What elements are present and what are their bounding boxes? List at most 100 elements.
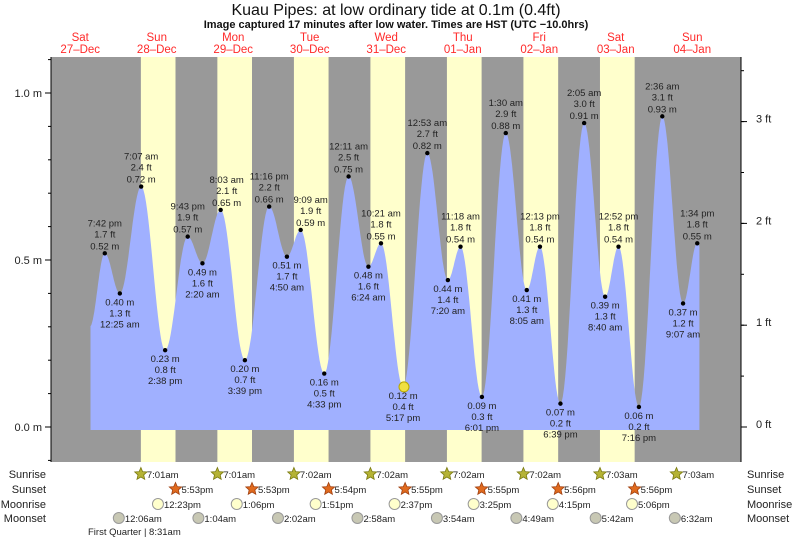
left-tick-label: 0.5 m: [14, 255, 42, 267]
low-tide-m-label: 0.37 m: [669, 307, 698, 318]
high-tide-point: [346, 174, 351, 179]
moonrise-row-label-right: Moonrise: [747, 499, 792, 511]
day-name: Tue: [300, 32, 319, 44]
sunset-icon: [244, 481, 260, 496]
low-tide-point: [602, 294, 608, 299]
moonrise-time: 1:06pm: [243, 500, 275, 511]
high-tide-ft-label: 1.9 ft: [300, 206, 321, 217]
low-tide-m-label: 0.20 m: [230, 364, 259, 375]
day-date: 03–Jan: [597, 44, 635, 56]
high-tide-point: [138, 184, 144, 189]
high-tide-m-label: 0.59 m: [296, 218, 325, 229]
low-tide-m-label: 0.51 m: [272, 261, 301, 272]
day-name: Sun: [147, 32, 167, 44]
moonset-icon: [510, 512, 523, 524]
high-tide-m-label: 0.55 m: [683, 231, 712, 242]
high-tide-m-label: 0.52 m: [90, 241, 119, 252]
high-tide-ft-label: 2.7 ft: [417, 129, 438, 140]
right-tick-label: 1 ft: [756, 317, 771, 329]
high-tide-time-label: 2:05 am: [567, 88, 601, 99]
day-date: 28–Dec: [137, 44, 177, 56]
sunset-time: 5:53pm: [258, 485, 290, 496]
day-name: Sun: [682, 32, 702, 44]
moonrise-time: 2:37pm: [401, 500, 433, 511]
low-tide-ft-label: 0.5 ft: [314, 389, 335, 400]
moonrise-icon: [388, 498, 401, 510]
low-tide-time-label: 4:33 pm: [307, 400, 341, 411]
moonset-time: 4:49am: [522, 514, 554, 525]
day-name: Wed: [375, 32, 398, 44]
day-name: Mon: [222, 32, 244, 44]
moonset-time: 3:54am: [443, 514, 475, 525]
moonset-icon: [271, 512, 284, 524]
low-tide-point: [284, 254, 290, 259]
sunrise-icon: [669, 466, 684, 481]
tide-fill: [90, 116, 700, 431]
high-tide-point: [378, 241, 384, 246]
sunrise-icon: [592, 466, 608, 481]
moonrise-row-label: Moonrise: [1, 499, 46, 511]
high-tide-ft-label: 1.8 ft: [370, 219, 391, 230]
low-tide-ft-label: 1.2 ft: [672, 318, 693, 329]
day-date: 31–Dec: [366, 44, 406, 56]
high-tide-ft-label: 1.8 ft: [608, 223, 629, 234]
moonset-time: 1:04am: [204, 514, 236, 525]
high-tide-time-label: 10:21 am: [361, 208, 401, 219]
low-tide-time-label: 5:17 pm: [386, 413, 420, 424]
high-tide-m-label: 0.54 m: [525, 235, 554, 246]
moonrise-icon: [230, 498, 243, 510]
sunset-icon: [168, 481, 183, 496]
low-tide-ft-label: 0.7 ft: [234, 375, 255, 386]
sunset-row-label-right: Sunset: [747, 484, 781, 496]
high-tide-ft-label: 3.0 ft: [574, 99, 595, 110]
sunset-time: 5:55pm: [488, 485, 520, 496]
high-tide-point: [581, 120, 587, 126]
moonset-time: 2:02am: [284, 514, 316, 525]
high-tide-point: [185, 234, 190, 239]
moonrise-time: 5:06pm: [638, 500, 670, 511]
low-tide-m-label: 0.44 m: [433, 284, 462, 295]
low-tide-ft-label: 1.3 ft: [516, 305, 537, 316]
high-tide-ft-label: 2.4 ft: [131, 163, 152, 174]
axes: 0.0 m 0.5 m 1.0 m 0 ft 1 ft 2 ft 3 ft: [14, 57, 771, 462]
high-tide-ft-label: 2.2 ft: [259, 183, 280, 194]
low-tide-point: [524, 287, 529, 293]
high-tide-m-label: 0.72 m: [127, 175, 156, 186]
moonrise-icon: [309, 498, 322, 510]
high-tide-point: [695, 241, 700, 246]
low-tide-ft-label: 1.3 ft: [595, 312, 616, 323]
low-tide-point: [558, 401, 563, 406]
sunrise-time: 7:03am: [606, 470, 638, 481]
sunset-icon: [627, 481, 642, 496]
high-tide-time-label: 9:43 pm: [171, 202, 205, 213]
high-tide-time-label: 11:16 pm: [250, 172, 289, 183]
high-tide-ft-label: 1.7 ft: [94, 229, 115, 240]
low-tide-time-label: 9:07 am: [666, 329, 700, 340]
sunset-row-label: Sunset: [12, 484, 46, 496]
high-tide-ft-label: 1.8 ft: [687, 219, 708, 230]
high-tide-time-label: 1:30 am: [489, 98, 523, 109]
low-tide-point: [479, 394, 485, 400]
low-tide-m-label: 0.48 m: [354, 271, 383, 282]
high-tide-m-label: 0.54 m: [446, 235, 475, 246]
low-tide-time-label: 6:01 pm: [465, 423, 499, 434]
high-tide-ft-label: 1.9 ft: [177, 213, 198, 224]
moonset-icon: [351, 512, 364, 524]
high-tide-time-label: 12:52 pm: [599, 212, 639, 223]
high-tide-point: [660, 114, 665, 119]
moonset-icon: [589, 512, 602, 524]
high-tide-point: [458, 244, 463, 249]
moon-phase-label: First Quarter | 8:31am: [88, 527, 181, 537]
sunrise-icon: [363, 466, 378, 481]
sunrise-icon: [210, 466, 225, 481]
low-tide-point: [680, 301, 686, 306]
low-tide-point: [200, 261, 205, 266]
chart-subtitle: Image captured 17 minutes after low wate…: [204, 19, 589, 31]
high-tide-point: [102, 251, 107, 256]
sunrise-icon: [286, 466, 302, 481]
low-tide-m-label: 0.09 m: [467, 401, 496, 412]
low-tide-ft-label: 1.4 ft: [437, 295, 458, 306]
moonset-icon: [192, 512, 205, 524]
